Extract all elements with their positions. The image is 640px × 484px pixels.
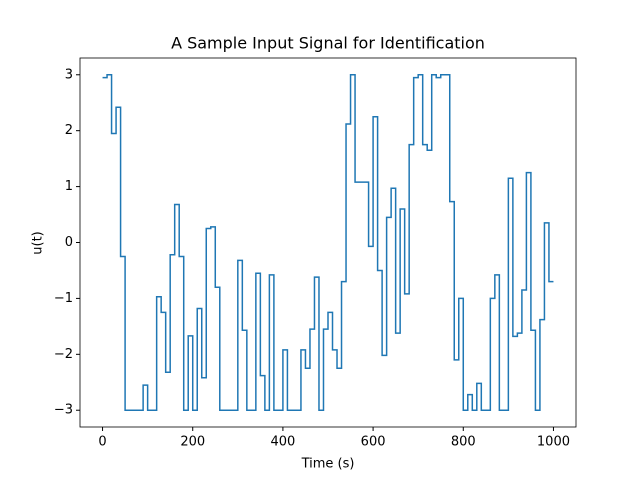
x-tick-label: 0 xyxy=(98,435,106,450)
x-tick-label: 200 xyxy=(180,435,205,450)
x-tick-label: 800 xyxy=(451,435,476,450)
chart-title: A Sample Input Signal for Identification xyxy=(171,34,485,53)
plot-frame xyxy=(79,57,577,428)
x-tick-label: 1000 xyxy=(537,435,570,450)
y-tick-label: −2 xyxy=(54,347,73,362)
y-tick-label: 0 xyxy=(65,235,73,250)
y-tick-label: −3 xyxy=(54,403,73,418)
signal-line xyxy=(102,74,554,411)
y-tick-label: 1 xyxy=(65,179,73,194)
x-tick-label: 600 xyxy=(361,435,386,450)
y-tick-label: 3 xyxy=(65,67,73,82)
y-tick-label: −1 xyxy=(54,291,73,306)
x-axis-label: Time (s) xyxy=(301,457,355,472)
y-tick-label: 2 xyxy=(65,123,73,138)
x-tick-label: 400 xyxy=(270,435,295,450)
y-axis-label: u(t) xyxy=(31,231,46,254)
